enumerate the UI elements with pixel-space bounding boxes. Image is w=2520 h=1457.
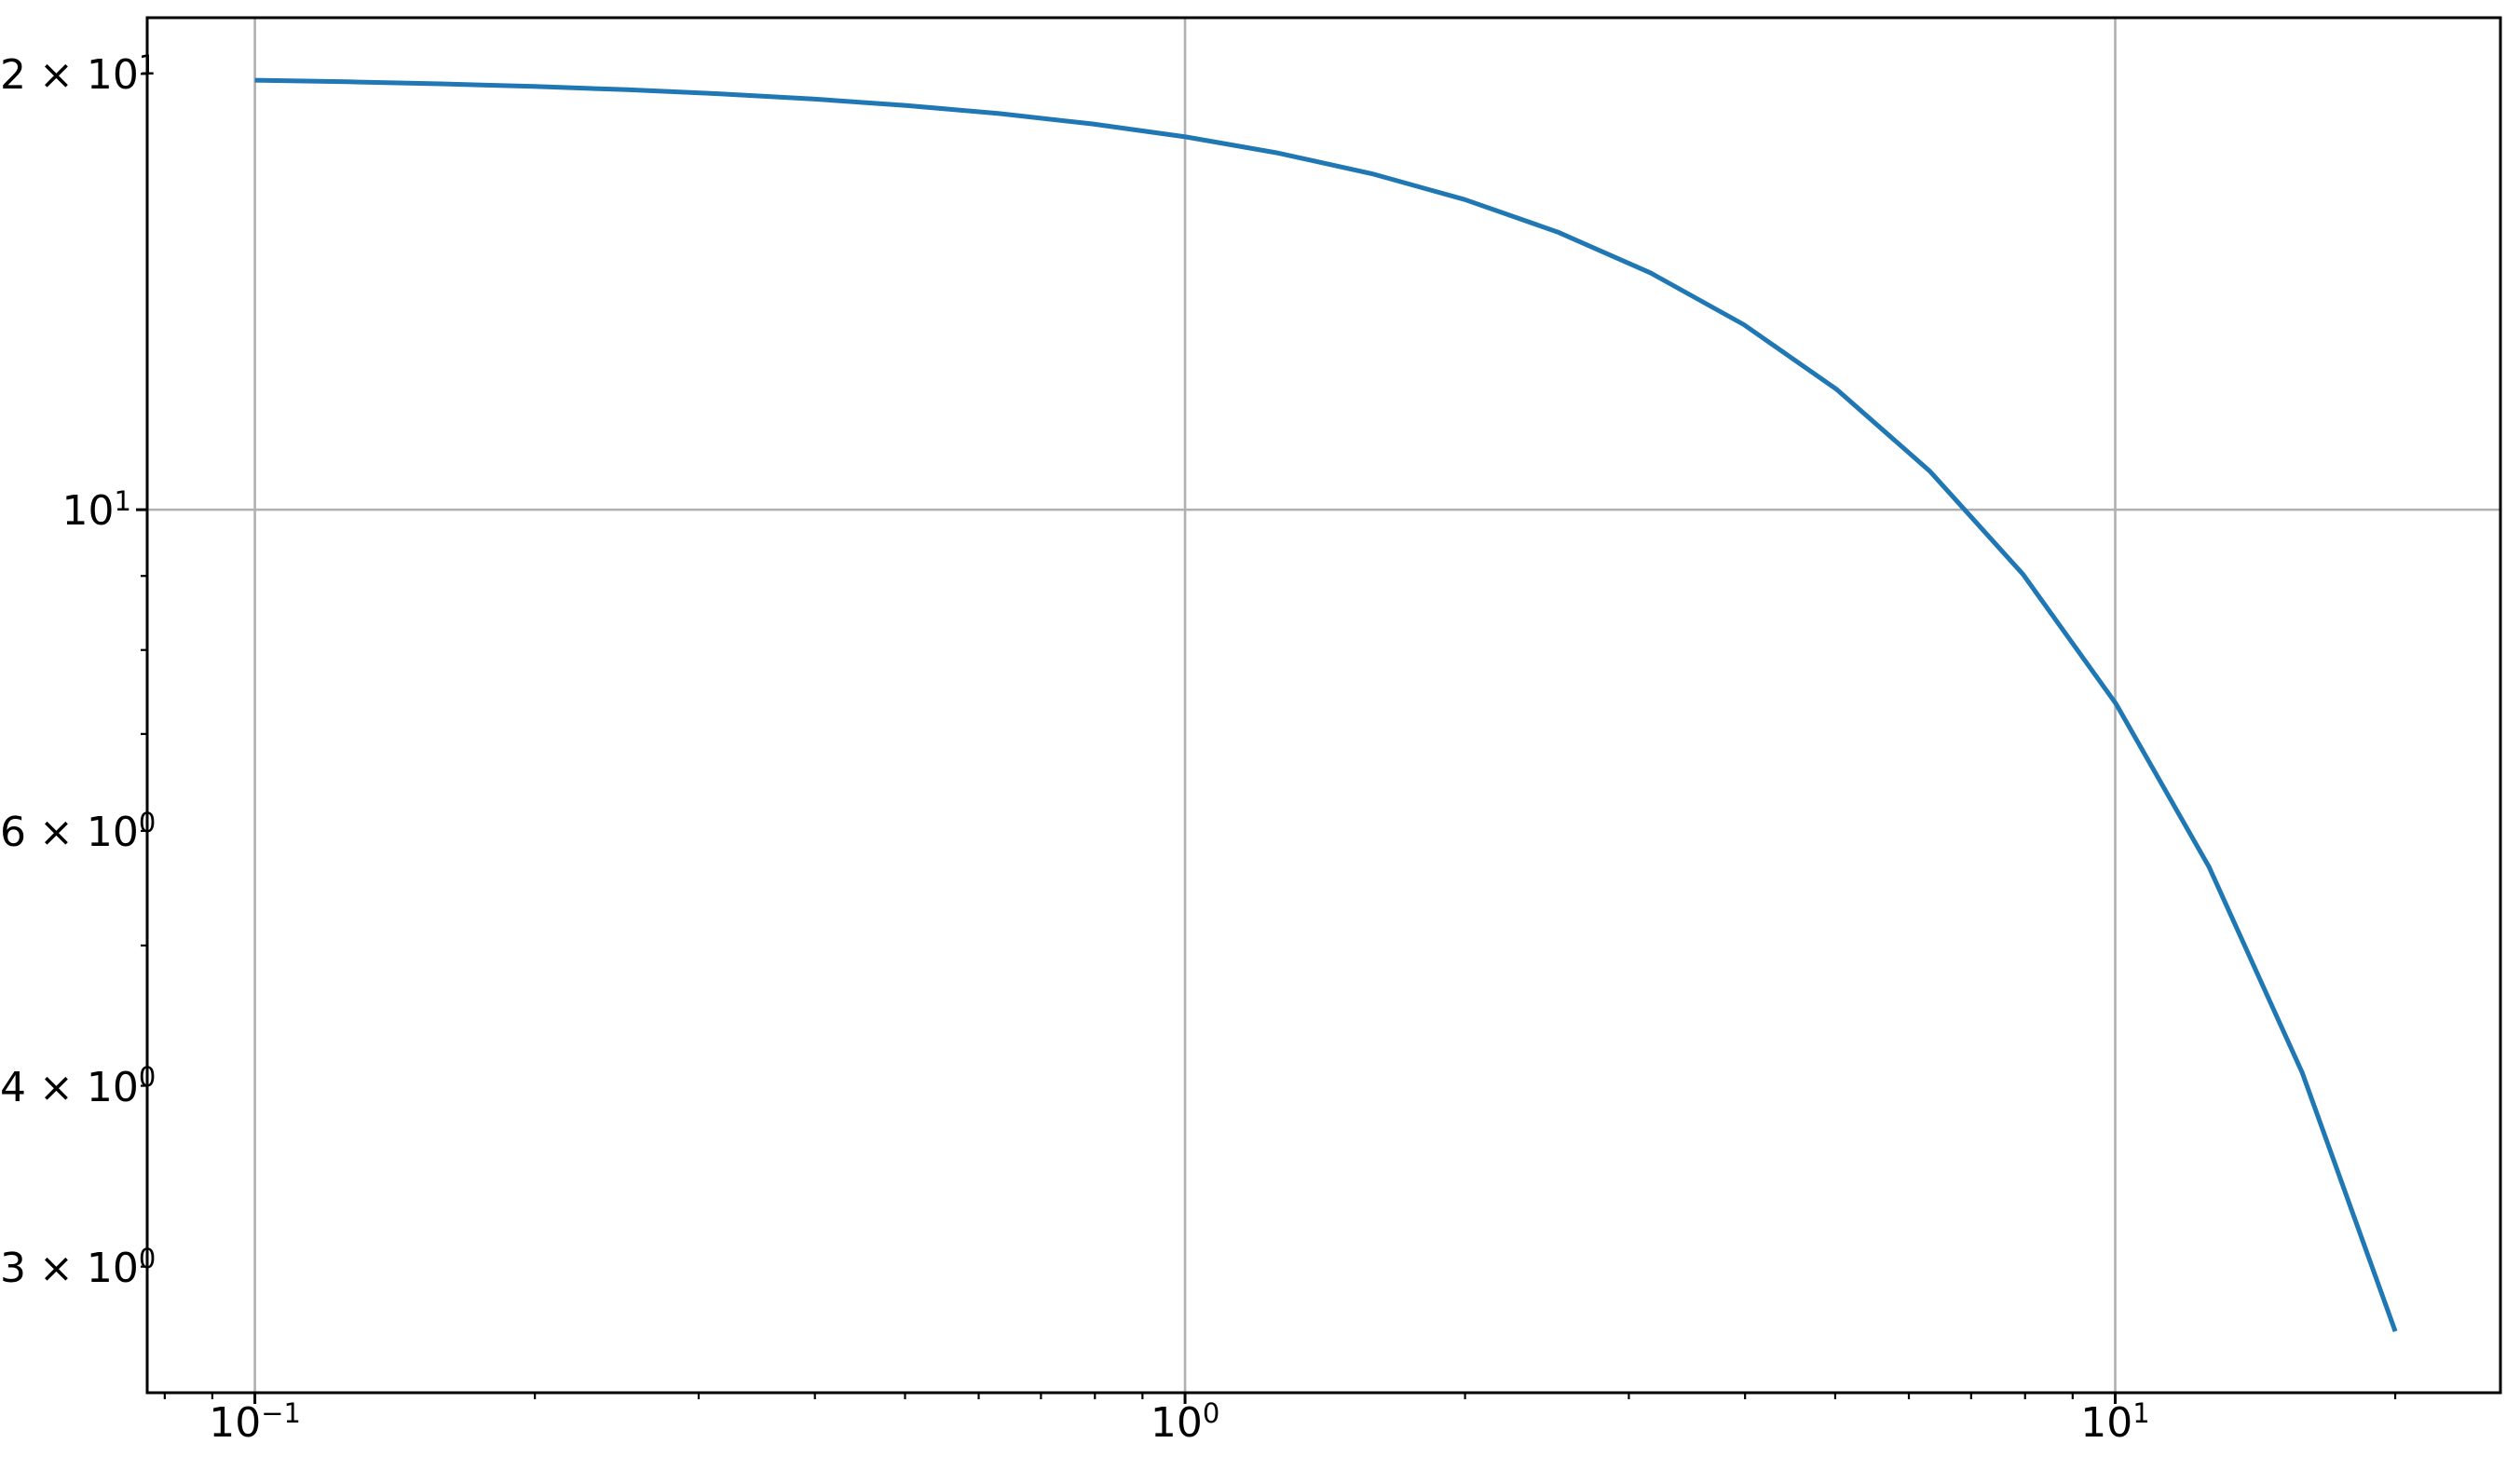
plot-frame [145, 16, 2502, 1395]
curve-series [254, 77, 2398, 1332]
